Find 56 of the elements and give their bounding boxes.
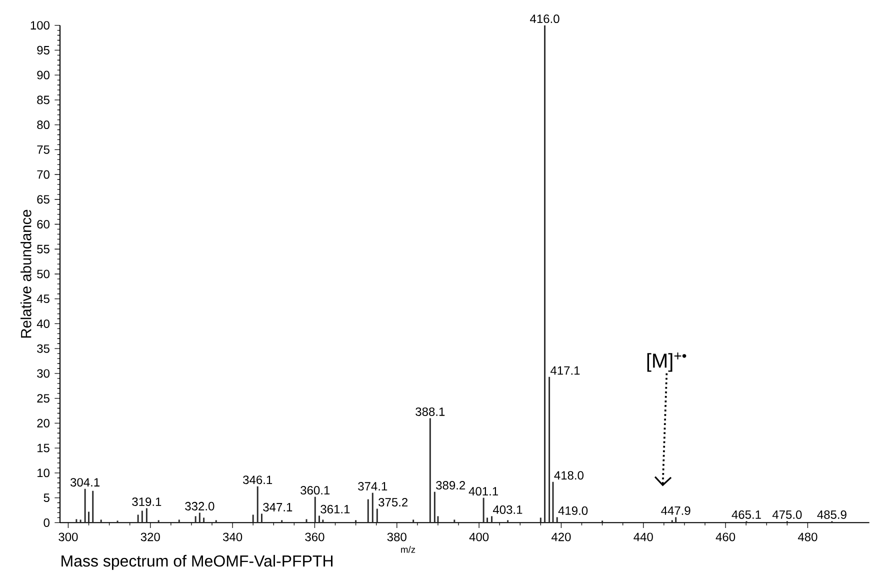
annotation: 360.1: [300, 486, 330, 495]
y-tick-label: 20: [37, 418, 50, 428]
annotation: 418.0: [554, 471, 584, 480]
y-tick-label: 75: [37, 145, 50, 154]
y-tick-label: 60: [37, 220, 50, 229]
annotation: 304.1: [70, 478, 100, 487]
annotation: 419.0: [558, 506, 588, 515]
annotation: 475.0: [772, 510, 802, 519]
x-tick-label: 380: [387, 532, 406, 542]
x-tick-label: 360: [305, 532, 324, 542]
x-axis-title: m/z: [401, 546, 416, 553]
annotation: 375.2: [378, 498, 408, 506]
annotation: 388.1: [416, 407, 445, 416]
x-tick-label: 400: [469, 532, 489, 542]
x-tick-label: 420: [551, 532, 571, 542]
y-tick-label: 85: [37, 96, 50, 104]
y-tick-label: 35: [37, 344, 50, 353]
y-tick-label: 90: [37, 70, 50, 80]
annotation: 403.1: [492, 505, 522, 514]
y-tick-label: 30: [37, 369, 50, 378]
x-tick-label: 340: [223, 532, 242, 542]
x-tick-label: 460: [716, 532, 736, 542]
annotation: [M]$^{+•}$: [647, 352, 686, 372]
annotation: 346.1: [243, 476, 272, 484]
x-tick-label: 320: [140, 532, 160, 542]
y-tick-label: 80: [37, 120, 50, 130]
x-tick-label: 300: [58, 532, 78, 542]
y-tick-label: 50: [37, 270, 50, 278]
y-tick-label: 45: [36, 294, 50, 304]
annotation: 401.1: [468, 487, 498, 496]
text: Mass spectrum of MeOMF-Val-PFPTH: [62, 554, 332, 570]
annotation: 332.0: [185, 502, 214, 510]
annotation: 361.1: [320, 504, 350, 514]
y-tick-label: 95: [37, 46, 50, 54]
annotation: 447.9: [661, 506, 690, 515]
annotation: 374.1: [358, 482, 388, 491]
annotation: 416.0: [530, 14, 560, 24]
y-tick-label: 100: [30, 21, 50, 30]
y-tick-label: 40: [36, 319, 50, 328]
y-tick-label: 15: [38, 444, 50, 452]
annotation: 347.1: [263, 502, 292, 512]
y-tick-label: 70: [37, 170, 50, 179]
y-axis-title: Relative abundance: [20, 210, 32, 338]
y-tick-label: 65: [37, 195, 50, 204]
annotation: 389.2: [436, 481, 466, 490]
x-tick-label: 480: [798, 532, 818, 542]
y-tick-label: 5: [44, 494, 50, 502]
annotation: 465.1: [732, 510, 761, 519]
y-tick-label: 0: [44, 518, 50, 527]
y-tick-label: 10: [38, 468, 50, 478]
annotation: 417.1: [550, 366, 580, 375]
x-tick-label: 440: [634, 532, 653, 542]
y-tick-label: 55: [37, 244, 50, 254]
annotation: 319.1: [132, 497, 162, 506]
annotation: 485.9: [817, 510, 846, 519]
y-tick-label: 25: [37, 394, 50, 403]
